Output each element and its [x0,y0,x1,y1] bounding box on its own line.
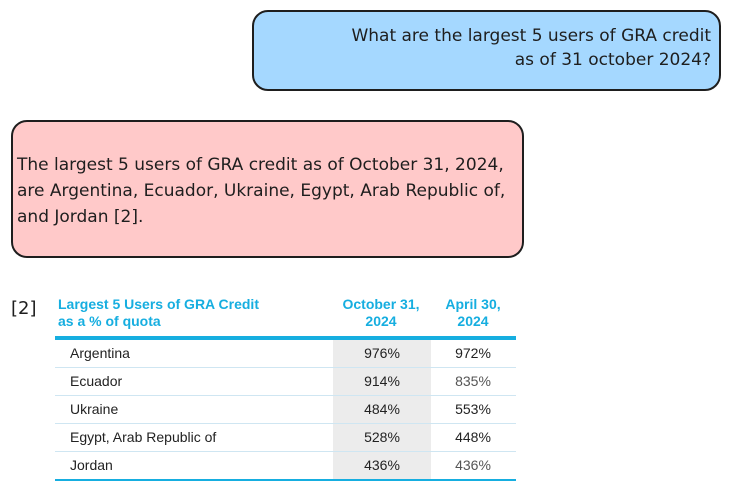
april-value-cell: 972% [455,345,491,361]
country-cell: Egypt, Arab Republic of [70,429,217,445]
table-title-line-1: Largest 5 Users of GRA Credit [58,296,259,312]
assistant-message-bubble: The largest 5 users of GRA credit as of … [11,120,524,258]
april-value-cell: 553% [455,401,491,417]
october-value-cell: 528% [333,424,431,451]
table-row: Egypt, Arab Republic of 528% 448% [55,424,516,452]
table-row: Ukraine 484% 553% [55,396,516,424]
october-value-cell: 976% [333,340,431,367]
april-value-cell: 835% [455,373,491,389]
country-cell: Jordan [70,457,113,473]
table-row: Jordan 436% 436% [55,452,516,481]
table-title-line-2: as a % of quota [58,313,161,329]
country-cell: Ecuador [70,373,123,389]
april-value-cell: 436% [455,457,491,473]
table-row: Ecuador 914% 835% [55,368,516,396]
table-header: Largest 5 Users of GRA Credit as a % of … [55,294,516,340]
column-header-april-line-2: 2024 [457,313,489,329]
assistant-message-text: The largest 5 users of GRA credit as of … [17,155,506,227]
reference-label: [2] [11,298,37,319]
country-cell: Ukraine [70,401,119,417]
column-header-october-2024: October 31, 2024 [331,296,431,330]
october-value-cell: 436% [333,452,431,479]
table-row: Argentina 976% 972% [55,340,516,368]
gra-credit-table: Largest 5 Users of GRA Credit as a % of … [55,294,516,481]
column-header-april-2024: April 30, 2024 [433,296,513,330]
column-header-october-line-2: 2024 [365,313,397,329]
user-message-line-1: What are the largest 5 users of GRA cred… [351,26,711,46]
table-title: Largest 5 Users of GRA Credit as a % of … [58,296,318,330]
column-header-april-line-1: April 30, [445,296,501,312]
october-value-cell: 484% [333,396,431,423]
october-value-cell: 914% [333,368,431,395]
country-cell: Argentina [70,345,130,361]
april-value-cell: 448% [455,429,491,445]
user-message-line-2: as of 31 october 2024? [514,50,711,70]
user-message-bubble: What are the largest 5 users of GRA cred… [252,10,721,91]
column-header-october-line-1: October 31, [342,296,420,312]
